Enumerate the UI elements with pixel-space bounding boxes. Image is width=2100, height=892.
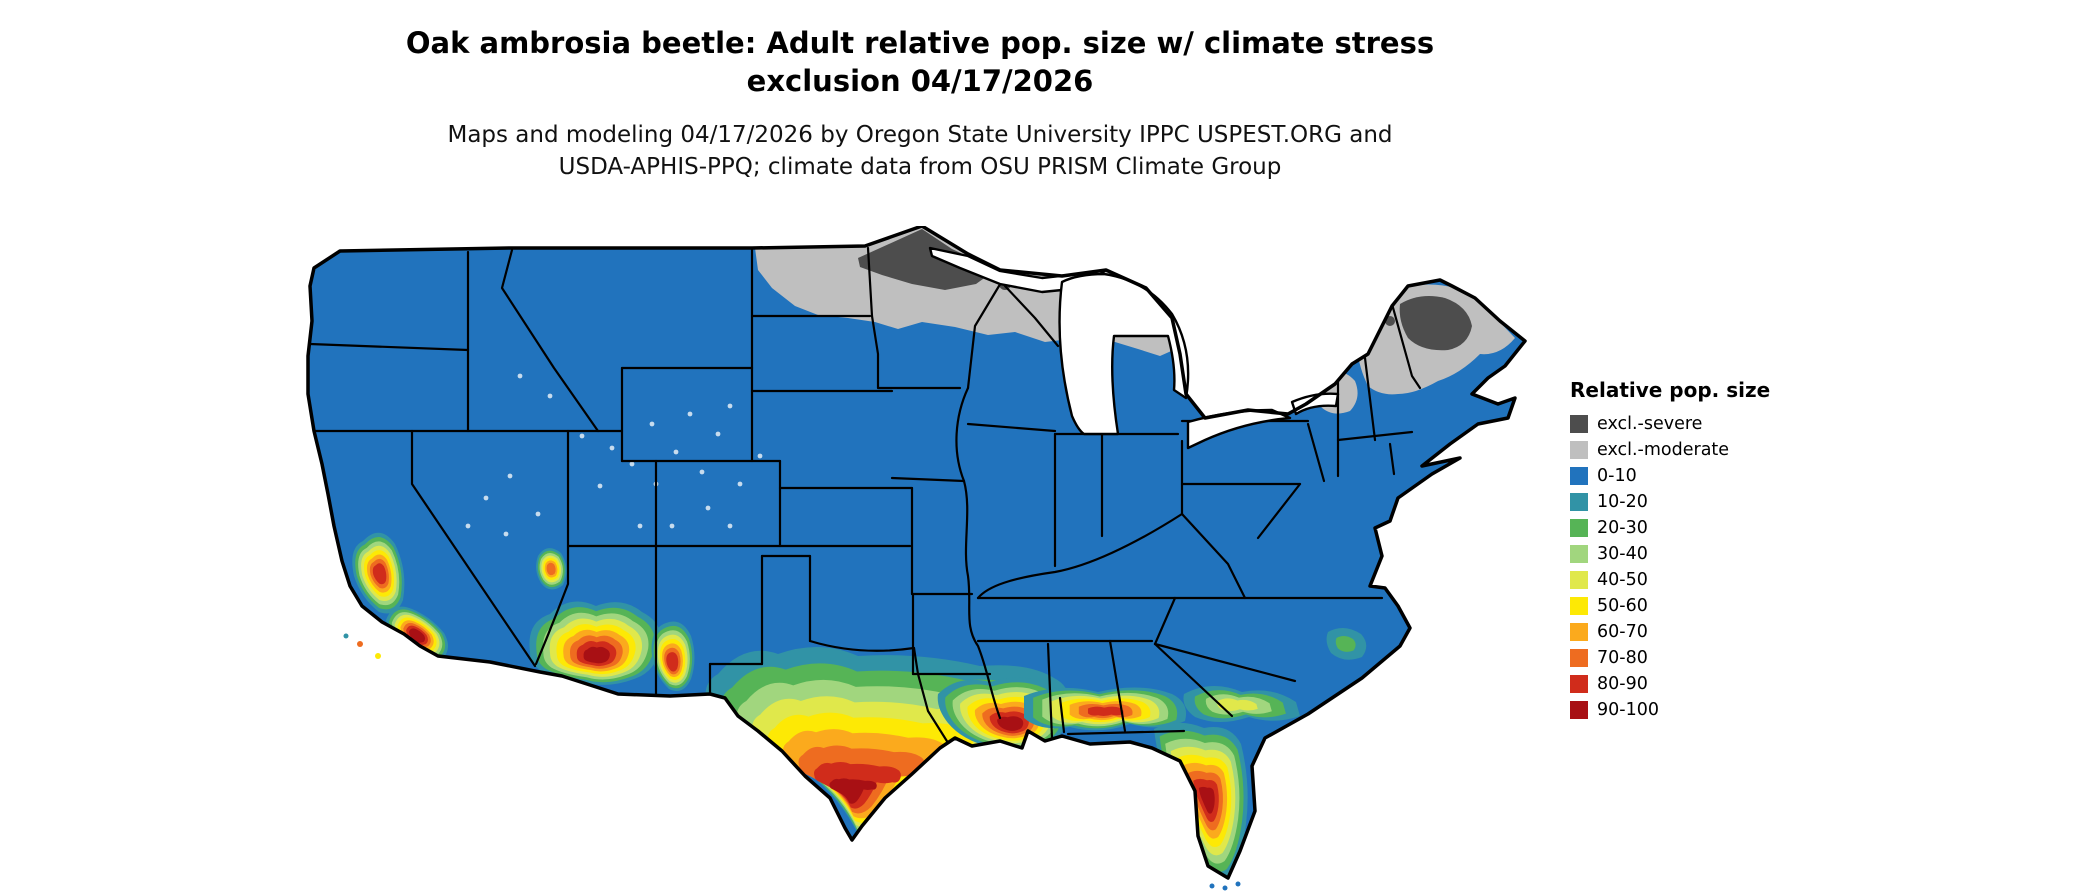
speckle <box>669 523 675 529</box>
legend-label: 30-40 <box>1597 544 1648 564</box>
legend-label: 90-100 <box>1597 700 1659 720</box>
population-ring <box>1087 706 1124 717</box>
legend-item: 30-40 <box>1570 541 1770 567</box>
offshore-islands <box>343 633 1241 891</box>
map-subtitle: Maps and modeling 04/17/2026 by Oregon S… <box>0 119 1840 183</box>
island <box>357 641 363 647</box>
speckle <box>699 469 705 475</box>
legend-label: 10-20 <box>1597 492 1648 512</box>
us-map-svg <box>306 226 1527 891</box>
island <box>1235 881 1241 887</box>
great-lakes <box>928 246 1340 450</box>
us-outline <box>306 226 1527 880</box>
legend-item: 60-70 <box>1570 619 1770 645</box>
island <box>1209 883 1215 889</box>
legend-item: 70-80 <box>1570 645 1770 671</box>
map-legend: Relative pop. size excl.-severe excl.-mod… <box>1570 378 1770 723</box>
speckle <box>727 523 733 529</box>
speckle <box>597 483 603 489</box>
legend-list: excl.-severe excl.-moderate 0-10 10-20 20-30… <box>1570 411 1770 723</box>
us-land <box>308 226 1525 878</box>
legend-label: 40-50 <box>1597 570 1648 590</box>
legend-item: 40-50 <box>1570 567 1770 593</box>
legend-item: 20-30 <box>1570 515 1770 541</box>
legend-item: 10-20 <box>1570 489 1770 515</box>
legend-swatch-excl.-moderate <box>1570 441 1588 459</box>
speckle <box>629 461 635 467</box>
legend-swatch-50-60 <box>1570 597 1588 615</box>
legend-item: 90-100 <box>1570 697 1770 723</box>
us-map <box>300 226 1540 892</box>
population-ring <box>666 652 679 672</box>
legend-label: excl.-severe <box>1597 414 1703 434</box>
legend-title: Relative pop. size <box>1570 378 1771 402</box>
page-title-line1: Oak ambrosia beetle: Adult relative pop.… <box>405 26 1435 60</box>
legend-swatch-10-20 <box>1570 493 1588 511</box>
legend-item: excl.-moderate <box>1570 437 1770 463</box>
legend-label: 80-90 <box>1597 674 1648 694</box>
speckle <box>757 453 763 459</box>
state-borders <box>308 246 1422 748</box>
legend-swatch-30-40 <box>1570 545 1588 563</box>
legend-swatch-70-80 <box>1570 649 1588 667</box>
legend-item: excl.-severe <box>1570 411 1770 437</box>
lake-ontario <box>1290 392 1340 416</box>
legend-label: 0-10 <box>1597 466 1637 486</box>
legend-swatch-20-30 <box>1570 519 1588 537</box>
legend-label: 70-80 <box>1597 648 1648 668</box>
speckle <box>535 511 541 517</box>
speckle <box>503 531 509 537</box>
population-ring <box>1198 786 1215 814</box>
population-ring <box>1216 698 1258 711</box>
speckle <box>465 523 471 529</box>
exclusion-severe-maine <box>1399 296 1472 351</box>
speckle <box>715 431 721 437</box>
population-ring <box>546 562 556 576</box>
subtitle-line1: Maps and modeling 04/17/2026 by Oregon S… <box>447 121 1393 148</box>
map-header: Oak ambrosia beetle: Adult relative pop.… <box>0 24 1840 183</box>
legend-item: 80-90 <box>1570 671 1770 697</box>
legend-label: excl.-moderate <box>1597 440 1730 460</box>
legend-swatch-excl.-severe <box>1570 415 1588 433</box>
us-land-group <box>308 226 1525 878</box>
legend-swatch-60-70 <box>1570 623 1588 641</box>
legend-label: 20-30 <box>1597 518 1648 538</box>
population-ring <box>997 716 1024 731</box>
legend-label: 50-60 <box>1597 596 1648 616</box>
island <box>343 633 349 639</box>
legend-swatch-80-90 <box>1570 675 1588 693</box>
speckle <box>727 403 733 409</box>
speckle <box>687 411 693 417</box>
legend-label: 60-70 <box>1597 622 1648 642</box>
legend-item: 0-10 <box>1570 463 1770 489</box>
exclusion-severe-minnesota <box>858 229 994 290</box>
speckle <box>737 481 743 487</box>
speckle <box>649 421 655 427</box>
island <box>375 653 381 659</box>
speckle <box>637 523 643 529</box>
population-ring <box>1335 635 1356 652</box>
speckle <box>579 433 585 439</box>
legend-swatch-40-50 <box>1570 571 1588 589</box>
population-ring <box>583 646 610 664</box>
legend-swatch-90-100 <box>1570 701 1588 719</box>
island <box>1222 885 1228 891</box>
population-ring <box>372 563 387 585</box>
speckle <box>609 445 615 451</box>
subtitle-line2: USDA-APHIS-PPQ; climate data from OSU PR… <box>558 153 1282 180</box>
speckle <box>673 449 679 455</box>
speckle <box>517 373 523 379</box>
warm-population-regions <box>352 532 1367 878</box>
legend-item: 50-60 <box>1570 593 1770 619</box>
speckle <box>507 473 513 479</box>
speckle <box>547 393 553 399</box>
legend-swatch-0-10 <box>1570 467 1588 485</box>
population-ring <box>829 778 877 804</box>
speckle <box>483 495 489 501</box>
mountain-speckles <box>465 373 763 537</box>
speckle <box>705 505 711 511</box>
page-title-line2: exclusion 04/17/2026 <box>746 64 1094 99</box>
